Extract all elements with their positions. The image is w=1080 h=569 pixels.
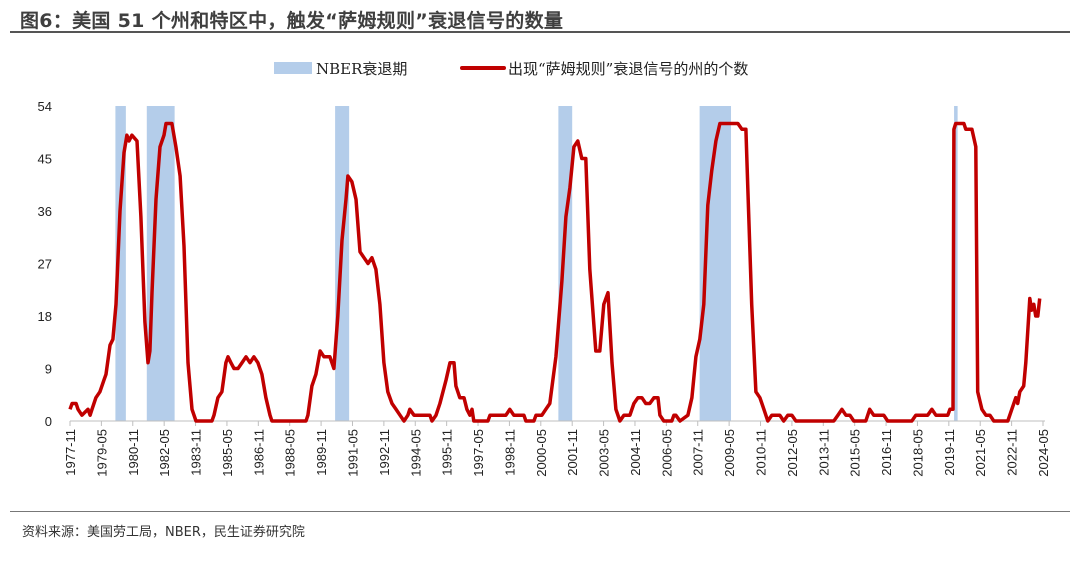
x-tick-label: 2003-05	[597, 429, 612, 477]
y-tick-label: 0	[45, 414, 52, 429]
source-divider	[10, 511, 1070, 512]
y-tick-label: 36	[38, 204, 52, 219]
x-tick-label: 2001-11	[565, 429, 580, 476]
x-tick-label: 1994-05	[408, 429, 423, 477]
chart-title: 图6：美国 51 个州和特区中，触发“萨姆规则”衰退信号的数量	[20, 10, 564, 32]
x-tick-label: 2012-05	[785, 429, 800, 477]
x-tick-label: 2018-05	[910, 429, 925, 477]
y-tick-label: 18	[38, 309, 52, 324]
y-tick-label: 54	[38, 99, 52, 114]
x-tick-label: 2009-05	[722, 429, 737, 477]
x-tick-label: 2016-11	[879, 429, 894, 476]
recession-band	[115, 106, 126, 421]
x-tick-label: 1986-11	[251, 429, 266, 476]
x-tick-label: 2000-05	[534, 429, 549, 477]
x-tick-label: 2022-11	[1005, 429, 1020, 476]
recession-bands	[115, 106, 958, 421]
x-tick-label: 1977-11	[63, 429, 78, 476]
x-tick-label: 1979-05	[94, 429, 109, 477]
x-tick-label: 1989-11	[314, 429, 329, 476]
x-tick-label: 1982-05	[157, 429, 172, 477]
x-tick-label: 1995-11	[440, 429, 455, 476]
y-tick-label: 45	[38, 152, 52, 167]
recession-band	[558, 106, 573, 421]
x-tick-label: 2024-05	[1036, 429, 1051, 477]
legend: NBER衰退期 出现“萨姆规则”衰退信号的州的个数	[274, 60, 748, 78]
legend-swatch-recession	[274, 62, 312, 74]
x-tick-label: 2013-11	[816, 429, 831, 476]
series	[68, 121, 1042, 423]
x-tick-label: 1997-05	[471, 429, 486, 477]
series-line	[68, 121, 1042, 423]
x-tick-label: 1988-05	[283, 429, 298, 477]
x-tick-label: 1991-05	[345, 429, 360, 477]
x-tick-label: 2010-11	[754, 429, 769, 476]
legend-label-recession: NBER衰退期	[316, 60, 407, 78]
x-tick-label: 1998-11	[502, 429, 517, 476]
x-tick-label: 1985-05	[220, 429, 235, 477]
legend-label-line: 出现“萨姆规则”衰退信号的州的个数	[508, 60, 748, 78]
x-tick-label: 2004-11	[628, 429, 643, 476]
x-tick-label: 2021-05	[973, 429, 988, 477]
x-tick-label: 1983-11	[189, 429, 204, 476]
x-tick-label: 2019-11	[942, 429, 957, 476]
x-tick-label: 2006-05	[659, 429, 674, 477]
x-tick-label: 1980-11	[126, 429, 141, 476]
x-tick-label: 2007-11	[691, 429, 706, 476]
title-divider	[10, 31, 1070, 33]
x-tick-label: 1992-11	[377, 429, 392, 476]
y-tick-label: 27	[38, 257, 52, 272]
y-tick-label: 9	[45, 362, 52, 377]
recession-band	[954, 106, 958, 421]
axes: 0 9 18 27 36 45 54 1977-11 1979-05 1980-11 1982-05…	[38, 99, 1051, 477]
x-tick-label: 2015-05	[848, 429, 863, 477]
source-note: 资料来源：美国劳工局，NBER，民生证券研究院	[22, 525, 305, 540]
